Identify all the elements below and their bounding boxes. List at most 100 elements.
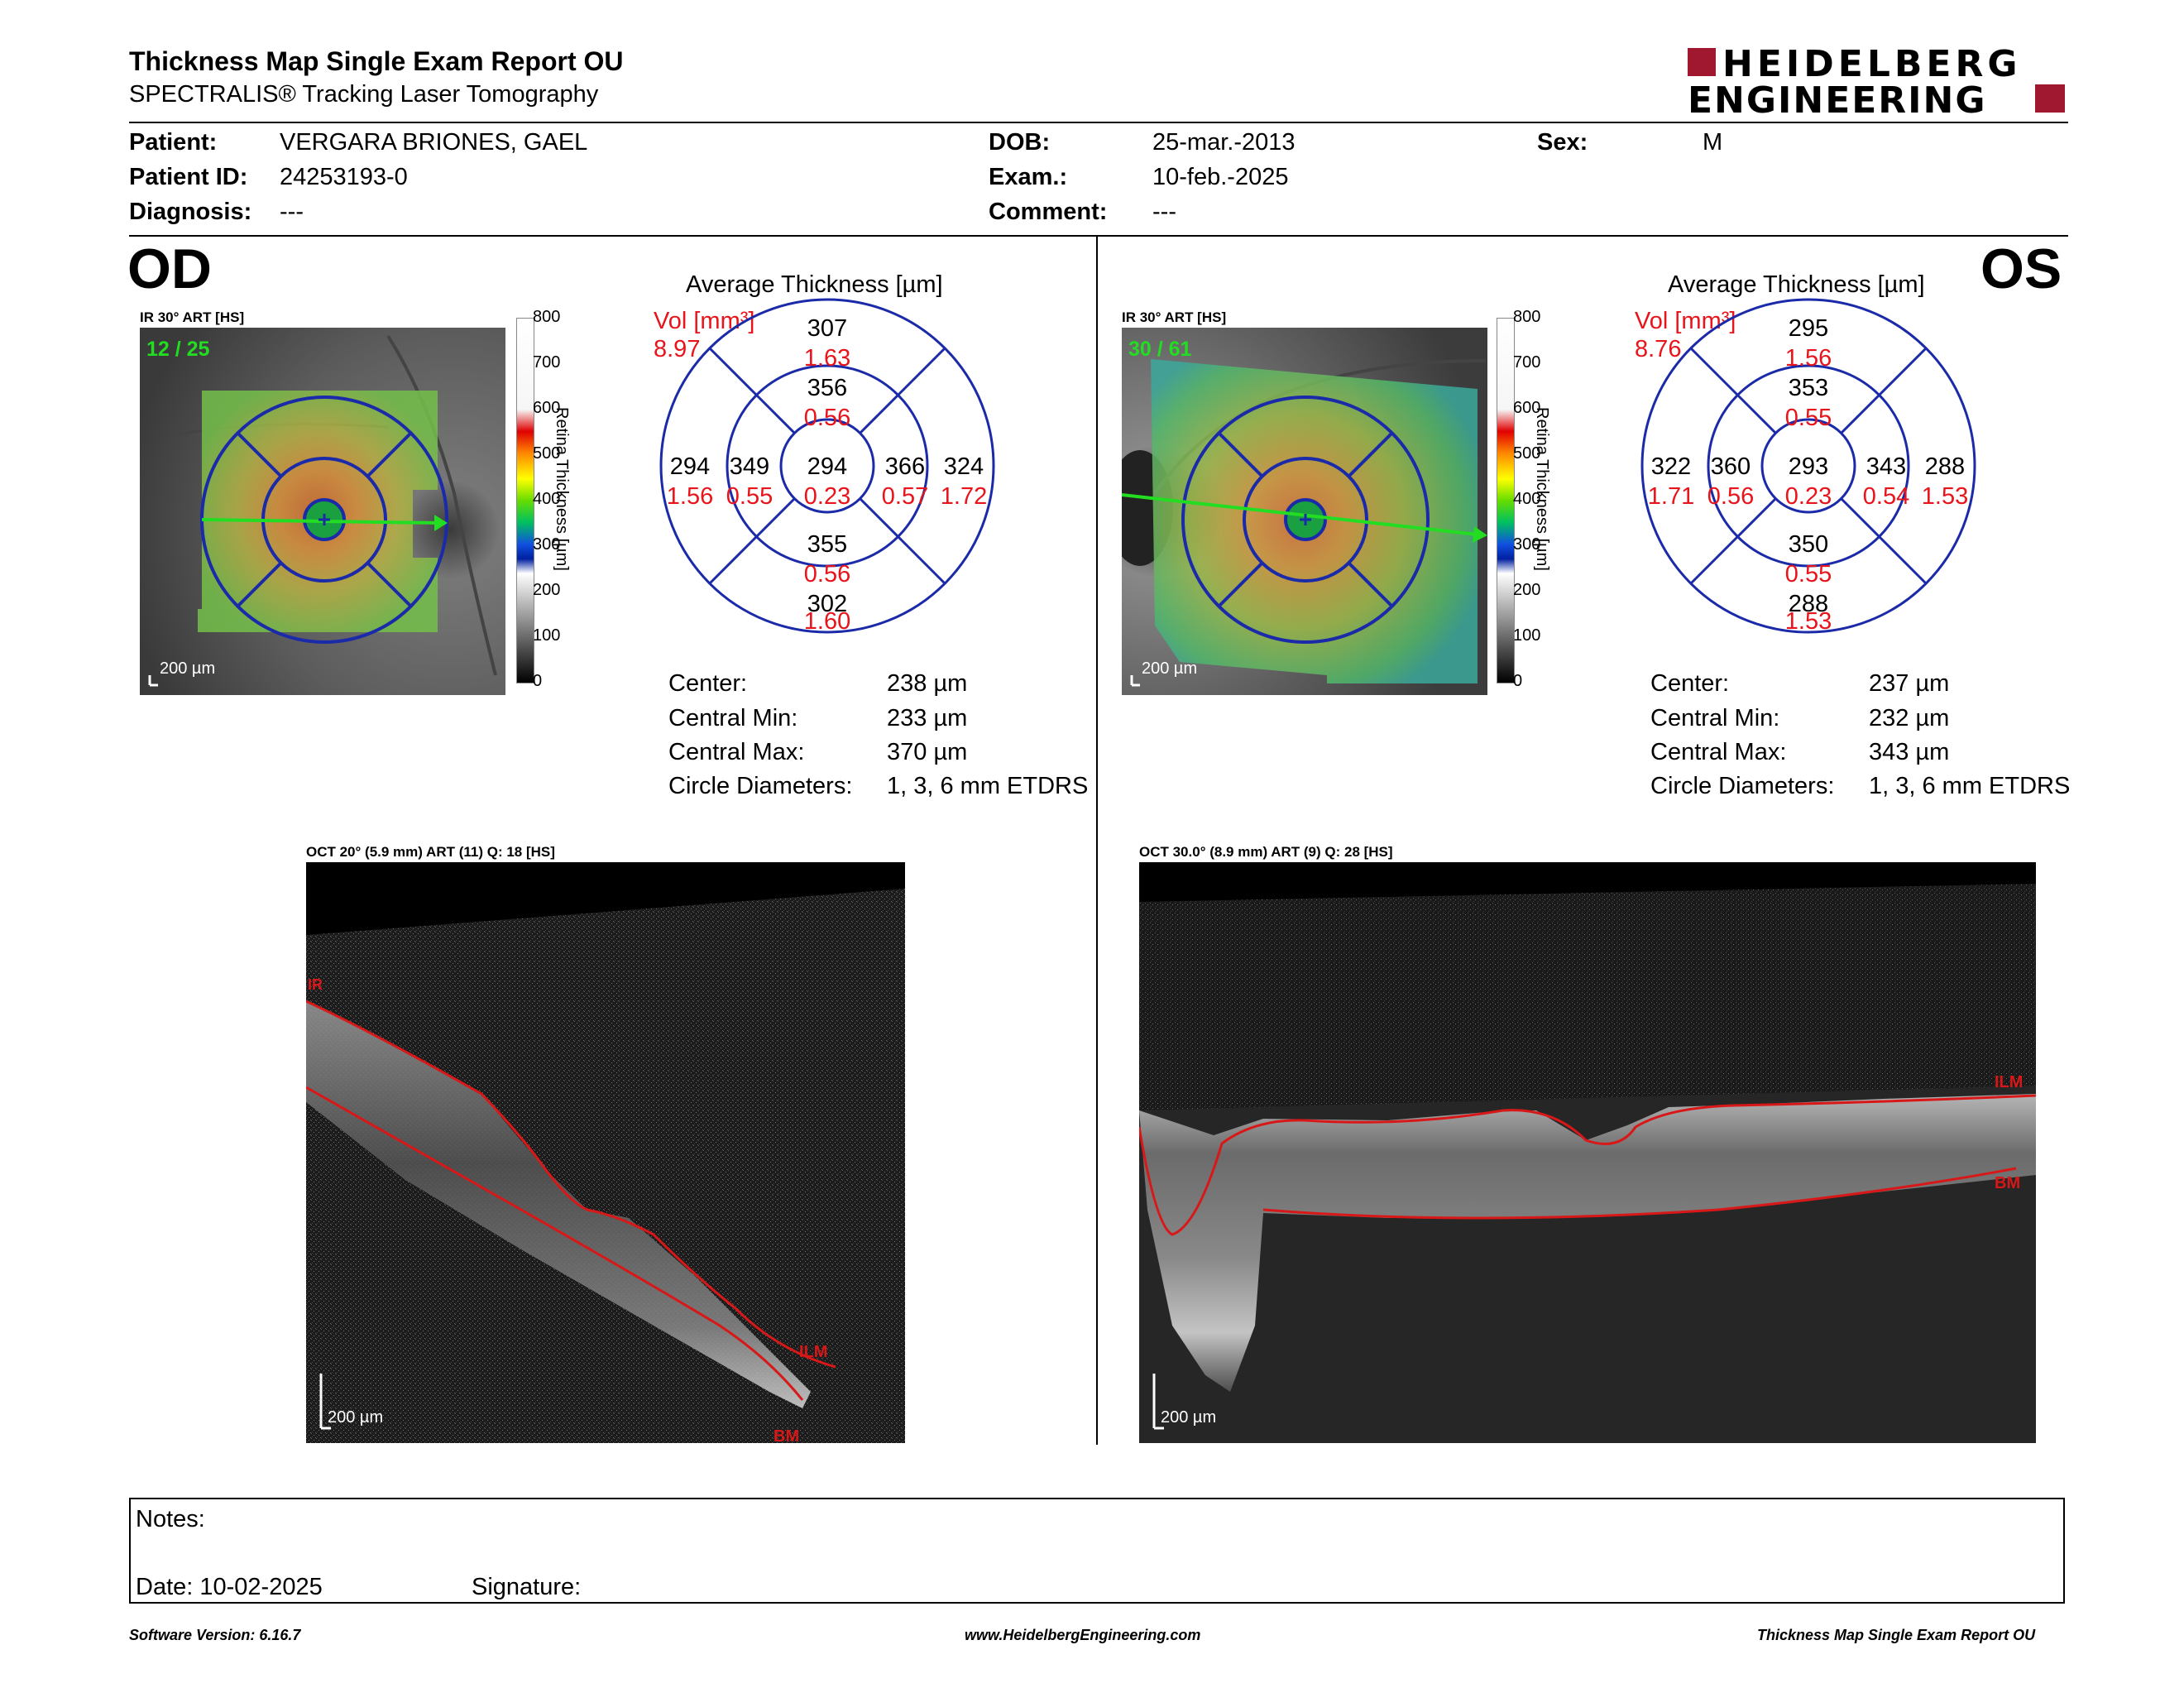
os-tick-400: 400 — [1513, 490, 1541, 508]
os-thickness-map: 30 / 61 200 µm — [1122, 328, 1487, 695]
os-inner-inf-t: 350 — [1789, 531, 1828, 558]
logo-line1: HEIDELBERG — [1722, 43, 2022, 85]
od-inner-tmp-t: 349 — [730, 453, 769, 480]
os-outer-tmp-v: 1.53 — [1922, 483, 1968, 510]
od-tick-200: 200 — [533, 581, 561, 599]
od-outer-sup-t: 307 — [807, 315, 847, 342]
od-inner-inf-t: 355 — [807, 531, 847, 558]
os-center-t: 293 — [1789, 453, 1828, 480]
os-inner-sup-v: 0.55 — [1785, 405, 1832, 431]
os-max-label: Central Max: — [1650, 739, 1787, 765]
notes-box[interactable]: Notes: Date: 10-02-2025 Signature: — [129, 1498, 2065, 1604]
od-min-label: Central Min: — [668, 705, 798, 731]
os-colorbar — [1497, 318, 1515, 683]
od-eye-label: OD — [127, 237, 212, 300]
od-tick-300: 300 — [533, 535, 561, 554]
od-inner-sup-v: 0.56 — [804, 405, 850, 431]
od-outer-inf-t: 302 — [807, 591, 847, 617]
os-vol-value: 8.76 — [1635, 336, 1682, 362]
od-vol-value: 8.97 — [654, 336, 701, 362]
footer-report-name: Thickness Map Single Exam Report OU — [1757, 1627, 2036, 1643]
od-oct-scale: 200 µm — [328, 1408, 383, 1427]
os-oct-bscan: ILM BM 200 µm — [1139, 862, 2036, 1443]
od-center-t: 294 — [807, 453, 847, 480]
date-label: Date: 10-02-2025 — [136, 1574, 323, 1600]
exam-label: Exam.: — [989, 164, 1068, 190]
od-frame-counter: 12 / 25 — [146, 338, 210, 361]
os-center-value: 237 µm — [1869, 670, 1950, 697]
heidelberg-logo: HEIDELBERG ENGINEERING — [1688, 43, 2068, 122]
os-center-v: 0.23 — [1785, 483, 1832, 510]
os-diam-label: Circle Diameters: — [1650, 773, 1835, 799]
od-outer-tmp-t: 294 — [670, 453, 710, 480]
od-layer-ilm: ILM — [799, 1343, 827, 1361]
od-inner-tmp-v: 0.55 — [726, 483, 773, 510]
os-inner-tmp-t: 343 — [1866, 453, 1906, 480]
os-inner-nas-t: 360 — [1711, 453, 1751, 480]
od-outer-nas-t: 324 — [944, 453, 984, 480]
od-center-v: 0.23 — [804, 483, 850, 510]
od-ir-caption: IR 30° ART [HS] — [140, 309, 245, 325]
od-vol-label: Vol [mm³] — [654, 308, 755, 334]
exam-value: 10-feb.-2025 — [1152, 164, 1289, 190]
od-inner-inf-v: 0.56 — [804, 561, 850, 587]
patient-label: Patient: — [129, 129, 218, 156]
od-inner-sup-t: 356 — [807, 375, 847, 401]
os-inner-sup-t: 353 — [1789, 375, 1828, 401]
od-center-value: 238 µm — [887, 670, 968, 697]
patient-name: VERGARA BRIONES, GAEL — [280, 129, 588, 156]
os-outer-nas-t: 322 — [1651, 453, 1691, 480]
od-tick-600: 600 — [533, 399, 561, 417]
dob-value: 25-mar.-2013 — [1152, 129, 1296, 156]
diagnosis-label: Diagnosis: — [129, 199, 252, 225]
logo-line2: ENGINEERING — [1688, 79, 1987, 122]
os-colorbar-ticks: 800 700 600 500 400 300 200 100 0 — [1513, 308, 1546, 690]
od-tick-0: 0 — [533, 672, 543, 690]
patient-id-label: Patient ID: — [129, 164, 248, 190]
od-outer-sup-v: 1.63 — [804, 345, 850, 372]
os-center-label: Center: — [1650, 670, 1730, 697]
od-colorbar-label: Retina Thickness [µm] — [553, 407, 571, 571]
os-layer-bm: BM — [1995, 1174, 2020, 1192]
od-outer-tmp-v: 1.56 — [667, 483, 713, 510]
comment-label: Comment: — [989, 199, 1108, 225]
os-outer-sup-t: 295 — [1789, 315, 1828, 342]
od-tick-500: 500 — [533, 444, 561, 463]
notes-label: Notes: — [136, 1506, 205, 1532]
dob-label: DOB: — [989, 129, 1051, 156]
logo-red-square-right — [2035, 84, 2065, 113]
od-layer-bm: BM — [774, 1427, 799, 1443]
os-outer-sup-v: 1.56 — [1785, 345, 1832, 372]
os-layer-ilm: ILM — [1995, 1073, 2023, 1091]
os-ir-caption: IR 30° ART [HS] — [1122, 309, 1227, 325]
patient-id: 24253193-0 — [280, 164, 408, 190]
software-version: Software Version: 6.16.7 — [129, 1627, 301, 1643]
os-inner-inf-v: 0.55 — [1785, 561, 1832, 587]
sex-value: M — [1703, 129, 1723, 156]
os-avg-title: Average Thickness [µm] — [1668, 271, 1925, 298]
od-thickness-map: 12 / 25 200 µm — [140, 328, 505, 695]
website-link[interactable]: www.HeidelbergEngineering.com — [965, 1627, 1201, 1643]
os-outer-nas-v: 1.71 — [1648, 483, 1694, 510]
os-outer-inf-v: 1.53 — [1785, 608, 1832, 634]
od-tick-100: 100 — [533, 626, 561, 645]
os-vol-label: Vol [mm³] — [1635, 308, 1736, 334]
od-inner-nas-t: 366 — [885, 453, 925, 480]
eye-divider — [1096, 237, 1098, 1445]
os-tick-600: 600 — [1513, 399, 1541, 417]
os-inner-nas-v: 0.56 — [1707, 483, 1754, 510]
os-max-value: 343 µm — [1869, 739, 1950, 765]
od-tick-400: 400 — [533, 490, 561, 508]
od-diam-label: Circle Diameters: — [668, 773, 853, 799]
od-center-label: Center: — [668, 670, 748, 697]
od-colorbar-ticks: 800 700 600 500 400 300 200 100 0 — [533, 308, 566, 690]
os-frame-counter: 30 / 61 — [1128, 338, 1192, 361]
od-inner-nas-v: 0.57 — [882, 483, 928, 510]
os-inner-tmp-v: 0.54 — [1863, 483, 1909, 510]
os-outer-inf-t: 288 — [1789, 591, 1828, 617]
report-subtitle: SPECTRALIS® Tracking Laser Tomography — [129, 81, 599, 108]
od-etdrs-grid: 307 1.63 356 0.56 294 0.23 349 0.55 366 … — [659, 298, 995, 634]
od-outer-inf-v: 1.60 — [804, 608, 850, 634]
od-tick-700: 700 — [533, 353, 561, 372]
os-diam-value: 1, 3, 6 mm ETDRS — [1869, 773, 2071, 799]
